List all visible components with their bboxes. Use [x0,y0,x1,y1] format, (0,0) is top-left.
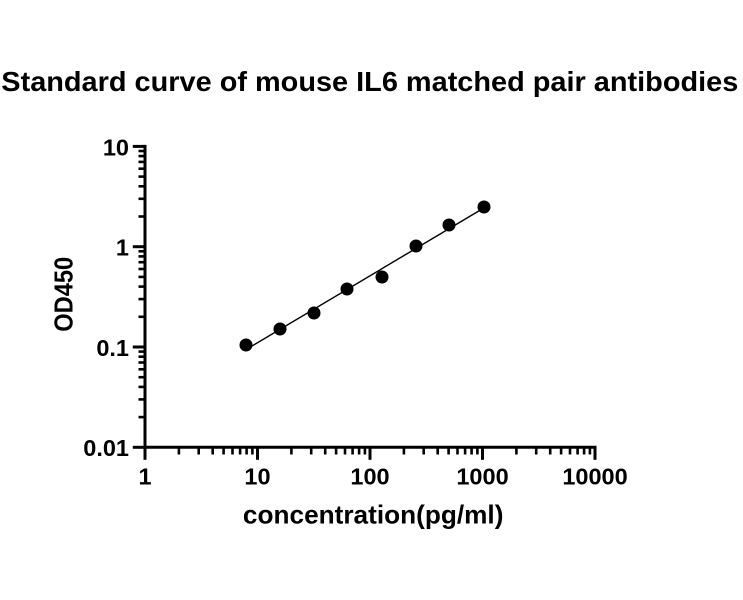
svg-text:10: 10 [103,134,129,160]
svg-text:1000: 1000 [456,464,508,490]
svg-text:10: 10 [244,464,270,490]
svg-text:concentration(pg/ml): concentration(pg/ml) [243,500,504,530]
svg-text:1: 1 [116,235,129,261]
svg-text:0.1: 0.1 [96,335,129,361]
svg-text:Standard curve of mouse IL6 ma: Standard curve of mouse IL6 matched pair… [1,66,738,97]
svg-text:1: 1 [138,464,151,490]
svg-text:0.01: 0.01 [83,435,129,461]
svg-text:10000: 10000 [562,464,627,490]
svg-text:100: 100 [350,464,389,490]
svg-text:OD450: OD450 [51,257,79,332]
